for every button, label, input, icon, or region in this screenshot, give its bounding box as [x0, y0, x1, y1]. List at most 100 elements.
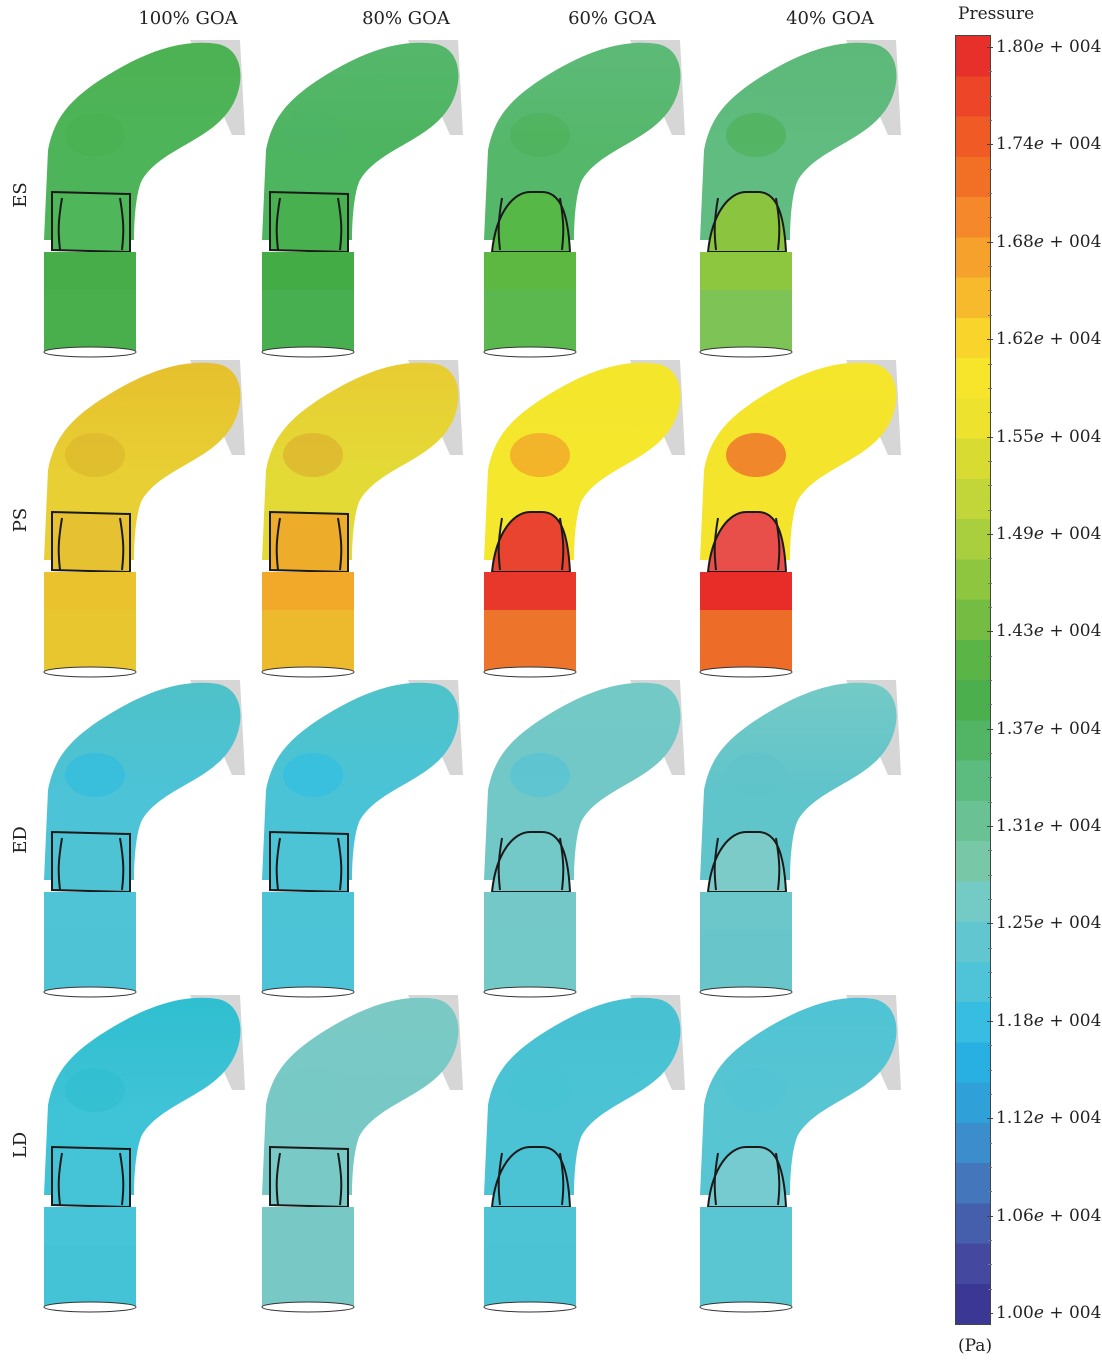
contour-panel: [40, 360, 245, 690]
pressure-accent: [726, 753, 786, 797]
colorbar-tick-label: 1.74e + 004: [996, 134, 1102, 155]
colorbar-tick-label: 1.31e + 004: [996, 816, 1102, 837]
colorbar-minor-tick: [988, 71, 992, 73]
vessel-arch: [700, 997, 897, 1195]
valve-frame: [51, 830, 131, 894]
valve-strut: [57, 517, 63, 571]
valve-strut: [497, 197, 503, 251]
colorbar-tick-label: 1.80e + 004: [996, 37, 1102, 57]
vessel-arch: [262, 362, 459, 560]
colorbar-minor-tick: [988, 1166, 992, 1168]
vessel-outlet: [261, 1301, 355, 1313]
valve-strut: [57, 1152, 63, 1206]
vessel-arch: [484, 42, 681, 240]
contour-panel: [696, 995, 901, 1325]
vessel-base-band: [700, 930, 792, 992]
colorbar-tick-mark: [987, 436, 993, 438]
contour-panel: [258, 995, 463, 1325]
column-label-40: 40% GOA: [786, 8, 874, 29]
vessel-outlet: [43, 986, 137, 998]
vessel-arch: [700, 42, 897, 240]
vessel-base-band: [700, 1245, 792, 1307]
vessel-outlet: [43, 1301, 137, 1313]
valve-strut: [713, 837, 719, 891]
valve-strut: [497, 517, 503, 571]
colorbar-minor-tick: [988, 460, 992, 462]
colorbar-minor-tick: [988, 1288, 992, 1290]
colorbar-tick-mark: [987, 923, 993, 925]
colorbar-minor-tick: [988, 947, 992, 949]
colorbar-minor-tick: [988, 1093, 992, 1095]
valve-frame: [269, 830, 349, 894]
valve-strut: [337, 517, 343, 571]
colorbar-minor-tick: [988, 168, 992, 170]
vessel-outlet: [483, 346, 577, 358]
colorbar-tick-label: 1.43e + 004: [996, 621, 1102, 642]
vessel-arch: [44, 362, 241, 560]
vessel-outlet: [699, 1301, 793, 1313]
vessel-arch: [484, 682, 681, 880]
colorbar-tick-label: 1.68e + 004: [996, 231, 1102, 252]
vessel-outlet: [483, 1301, 577, 1313]
colorbar-tick-label: 1.49e + 004: [996, 523, 1102, 544]
vessel-outlet: [699, 666, 793, 678]
colorbar-tick-label: 1.06e + 004: [996, 1205, 1102, 1226]
colorbar-tick-mark: [987, 47, 993, 48]
vessel-base: [484, 572, 576, 672]
valve-strut: [713, 197, 719, 251]
valve-strut: [275, 197, 281, 251]
colorbar-minor-tick: [988, 1191, 992, 1193]
vessel-arch: [484, 362, 681, 560]
vessel-arch: [262, 42, 459, 240]
valve-strut: [337, 197, 343, 251]
colorbar-minor-tick: [988, 485, 992, 487]
vessel-base: [700, 892, 792, 992]
valve-strut: [57, 837, 63, 891]
colorbar-minor-tick: [988, 655, 992, 657]
vessel-base-band: [44, 290, 136, 352]
valve-strut: [337, 1152, 343, 1206]
valve-frame: [269, 510, 349, 574]
vessel-base-band: [484, 1245, 576, 1307]
contour-panel: [258, 40, 463, 370]
colorbar-minor-tick: [988, 680, 992, 681]
colorbar-tick-mark: [987, 241, 993, 243]
vessel-base-band: [44, 930, 136, 992]
contour-panel: [696, 40, 901, 370]
pressure-accent: [283, 1068, 343, 1112]
colorbar-tick-label: 1.00e + 004: [996, 1303, 1102, 1323]
colorbar-minor-tick: [988, 412, 992, 414]
vessel-arch: [262, 997, 459, 1195]
colorbar-tick-label: 1.37e + 004: [996, 718, 1102, 739]
vessel-base-band: [700, 290, 792, 352]
colorbar-minor-tick: [988, 266, 992, 268]
vessel-base: [262, 252, 354, 352]
colorbar-tick-label: 1.12e + 004: [996, 1108, 1102, 1129]
colorbar-minor-tick: [988, 387, 992, 389]
valve-strut: [559, 1152, 565, 1206]
pressure-accent: [510, 1068, 570, 1112]
pressure-accent: [65, 753, 125, 797]
vessel-arch: [44, 682, 241, 880]
colorbar-tick-mark: [987, 1215, 993, 1217]
vessel-outlet: [261, 346, 355, 358]
contour-panel: [40, 995, 245, 1325]
column-label-80: 80% GOA: [362, 8, 450, 29]
colorbar-minor-tick: [988, 290, 992, 292]
valve-strut: [497, 837, 503, 891]
valve-strut: [275, 837, 281, 891]
pressure-accent: [510, 753, 570, 797]
valve-strut: [559, 837, 565, 891]
colorbar-minor-tick: [988, 874, 992, 876]
pressure-accent: [65, 1068, 125, 1112]
colorbar-tick-mark: [987, 533, 993, 535]
valve-strut: [119, 1152, 125, 1206]
contour-panel: [480, 995, 685, 1325]
valve-strut: [275, 1152, 281, 1206]
vessel-arch: [44, 42, 241, 240]
colorbar-tick-mark: [987, 1118, 993, 1120]
vessel-base: [44, 572, 136, 672]
pressure-accent: [510, 433, 570, 477]
contour-panel: [480, 680, 685, 1010]
colorbar-minor-tick: [988, 314, 992, 316]
